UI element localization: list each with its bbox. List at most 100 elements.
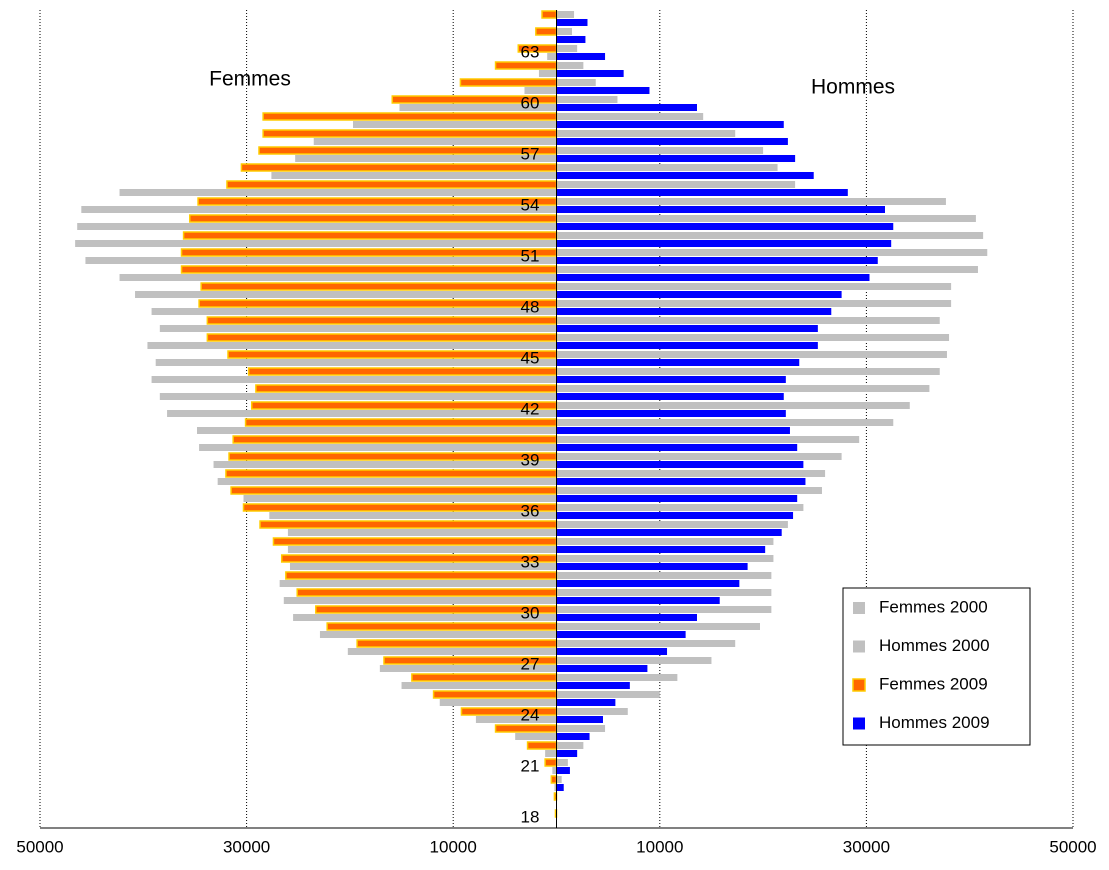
bar bbox=[259, 520, 558, 529]
bar bbox=[556, 53, 606, 60]
bar bbox=[556, 742, 584, 749]
bar bbox=[556, 36, 586, 43]
bar bbox=[545, 750, 557, 757]
bar bbox=[213, 461, 557, 468]
bar bbox=[526, 741, 558, 750]
bar bbox=[352, 121, 557, 128]
bar bbox=[313, 138, 557, 145]
bar bbox=[227, 350, 558, 359]
legend-swatch bbox=[852, 678, 866, 692]
bar bbox=[556, 70, 624, 77]
bar bbox=[271, 172, 557, 179]
bar bbox=[295, 155, 557, 162]
bar bbox=[556, 529, 782, 536]
bar bbox=[206, 333, 558, 342]
bar bbox=[556, 699, 616, 706]
bar bbox=[167, 410, 557, 417]
legend-box bbox=[842, 587, 1031, 746]
bar bbox=[556, 410, 786, 417]
y-tick-label: 39 bbox=[521, 450, 540, 469]
bar bbox=[289, 563, 557, 570]
bar bbox=[399, 104, 557, 111]
bar bbox=[556, 79, 596, 86]
bar bbox=[556, 716, 603, 723]
bar bbox=[556, 521, 788, 528]
legend-label: Hommes 2000 bbox=[879, 636, 990, 655]
bar bbox=[556, 470, 826, 477]
bar bbox=[556, 28, 572, 35]
bar bbox=[556, 351, 947, 358]
bar bbox=[556, 427, 790, 434]
bar bbox=[556, 665, 648, 672]
bar bbox=[556, 495, 798, 502]
bar bbox=[556, 461, 804, 468]
y-tick-label: 36 bbox=[521, 501, 540, 520]
bar bbox=[189, 214, 558, 223]
bar bbox=[556, 334, 950, 341]
bar bbox=[119, 189, 557, 196]
bar bbox=[556, 206, 885, 213]
bar bbox=[379, 665, 557, 672]
bar bbox=[556, 368, 940, 375]
bar bbox=[552, 767, 557, 774]
annotation: Femmes bbox=[209, 68, 291, 91]
bar bbox=[556, 257, 878, 264]
legend-swatch bbox=[853, 717, 865, 730]
bar bbox=[556, 402, 910, 409]
bar bbox=[283, 597, 557, 604]
bar bbox=[556, 504, 804, 511]
bar bbox=[556, 130, 736, 137]
annotation: Hommes bbox=[811, 76, 895, 99]
bar bbox=[182, 231, 558, 240]
bar bbox=[515, 733, 557, 740]
bar bbox=[255, 384, 558, 393]
bar bbox=[556, 215, 976, 222]
bar bbox=[556, 155, 796, 162]
bar bbox=[147, 342, 557, 349]
bar bbox=[556, 393, 784, 400]
bar bbox=[556, 19, 588, 26]
bar bbox=[556, 767, 570, 774]
bar bbox=[296, 588, 558, 597]
bar bbox=[556, 606, 772, 613]
bar bbox=[556, 589, 772, 596]
bar bbox=[556, 198, 946, 205]
bar bbox=[524, 87, 557, 94]
bar bbox=[439, 699, 557, 706]
bar bbox=[556, 478, 806, 485]
bar bbox=[228, 452, 558, 461]
bar bbox=[556, 708, 628, 715]
bar bbox=[556, 674, 678, 681]
bar bbox=[556, 164, 778, 171]
bar bbox=[556, 240, 892, 247]
bar bbox=[556, 614, 697, 621]
bar bbox=[287, 546, 557, 553]
bar bbox=[547, 53, 557, 60]
bar bbox=[554, 784, 557, 791]
bar bbox=[556, 563, 748, 570]
bar bbox=[243, 495, 557, 502]
bar bbox=[556, 538, 774, 545]
bar bbox=[556, 266, 978, 273]
bar bbox=[556, 232, 984, 239]
x-tick-label: 10000 bbox=[430, 837, 477, 856]
bar bbox=[319, 631, 557, 638]
bar bbox=[556, 444, 798, 451]
bar bbox=[151, 376, 557, 383]
bar bbox=[556, 487, 822, 494]
bar bbox=[287, 529, 557, 536]
bar bbox=[197, 427, 557, 434]
bar bbox=[217, 478, 557, 485]
bar bbox=[432, 690, 558, 699]
bar bbox=[475, 716, 557, 723]
legend-label: Hommes 2009 bbox=[879, 713, 990, 732]
y-tick-label: 24 bbox=[521, 705, 540, 724]
bar bbox=[159, 325, 557, 332]
bar bbox=[556, 623, 761, 630]
legend-label: Femmes 2009 bbox=[879, 674, 988, 693]
bar bbox=[556, 11, 575, 18]
bar bbox=[556, 436, 860, 443]
bar bbox=[556, 359, 800, 366]
bar bbox=[279, 580, 557, 587]
bar bbox=[556, 181, 796, 188]
